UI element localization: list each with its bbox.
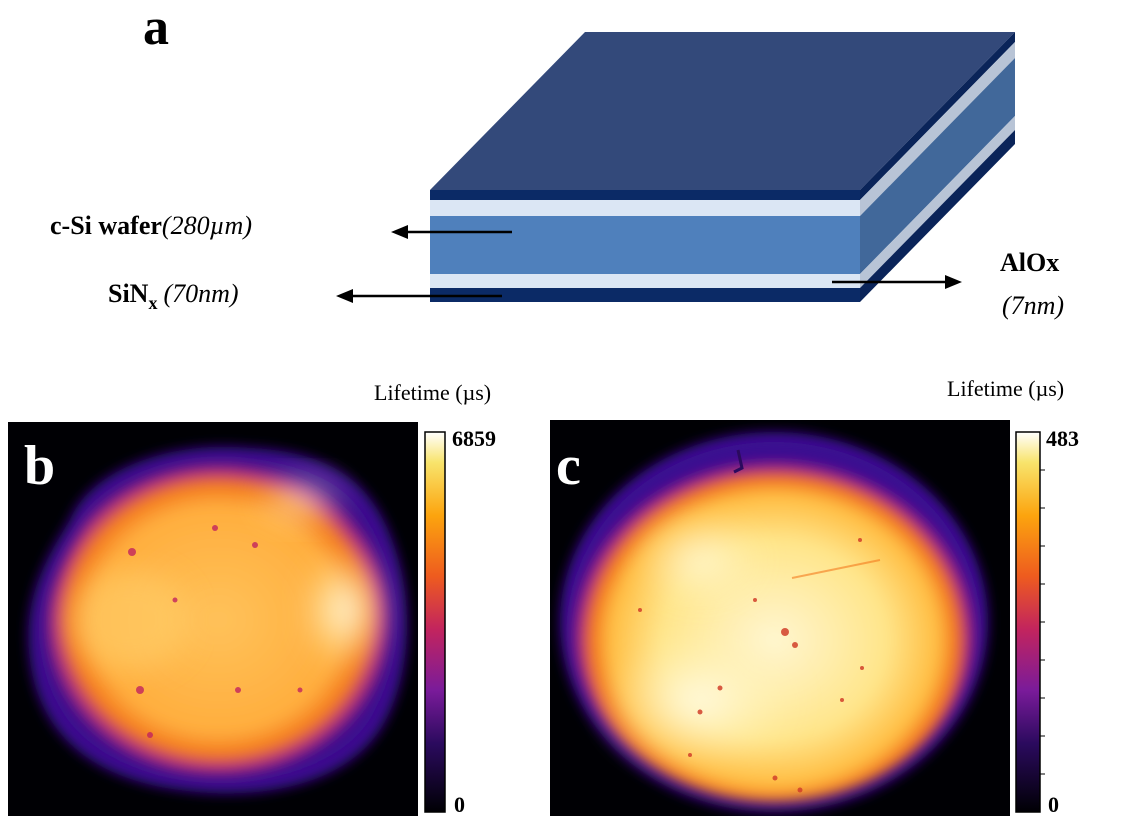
alox-thickness: (7nm) — [1002, 291, 1064, 320]
panel-c-label: c — [556, 435, 581, 497]
sinx-top-front — [430, 190, 860, 200]
wafer-arrowhead — [391, 225, 408, 239]
wafer-front — [430, 216, 860, 274]
panel-a-label: a — [143, 0, 169, 56]
sinx-bottom-front — [430, 288, 860, 302]
sinx-label: SiNx (70nm) — [108, 279, 239, 313]
sinx-name: SiN — [108, 279, 149, 308]
colorbar-c — [1015, 431, 1041, 813]
pointer-arrows — [336, 225, 962, 303]
wafer-name: c-Si wafer — [50, 211, 162, 240]
stack-top-face — [430, 32, 1015, 190]
layer-stack-diagram — [430, 32, 1015, 302]
panel-b-label: b — [24, 435, 55, 497]
wafer-side — [860, 58, 1015, 274]
alox-bottom-side — [860, 116, 1015, 288]
colorbar-c-max: 483 — [1046, 426, 1079, 451]
sinx-subscript: x — [148, 293, 157, 313]
colorbar-c-min: 0 — [1048, 792, 1059, 817]
wafer-image-b — [28, 446, 408, 794]
alox-top-side — [860, 42, 1015, 216]
panel-a: a c-Si wafer(280µm) — [50, 0, 1064, 320]
colorbar-b — [424, 431, 446, 813]
alox-bottom-front — [430, 274, 860, 288]
colorbar-b-title: Lifetime (µs) — [374, 380, 491, 405]
colorbar-b-max: 6859 — [452, 426, 496, 451]
sinx-arrowhead — [336, 289, 353, 303]
wafer-thickness: (280µm) — [162, 211, 252, 240]
panel-c: c Lifetime (µs) 483 0 — [550, 376, 1079, 817]
sinx-top-side — [860, 32, 1015, 200]
wafer-label: c-Si wafer(280µm) — [50, 211, 252, 240]
alox-name: AlOx — [1000, 248, 1059, 277]
sinx-thickness: (70nm) — [163, 279, 238, 308]
wafer-image-c — [560, 432, 988, 812]
alox-arrowhead — [945, 275, 962, 289]
alox-top-front — [430, 200, 860, 216]
colorbar-c-title: Lifetime (µs) — [947, 376, 1064, 401]
colorbar-c-ticks — [1040, 469, 1045, 775]
sinx-bottom-side — [860, 130, 1015, 302]
colorbar-b-min: 0 — [454, 792, 465, 817]
panel-b: b Lifetime (µs) 6859 0 — [8, 380, 496, 817]
